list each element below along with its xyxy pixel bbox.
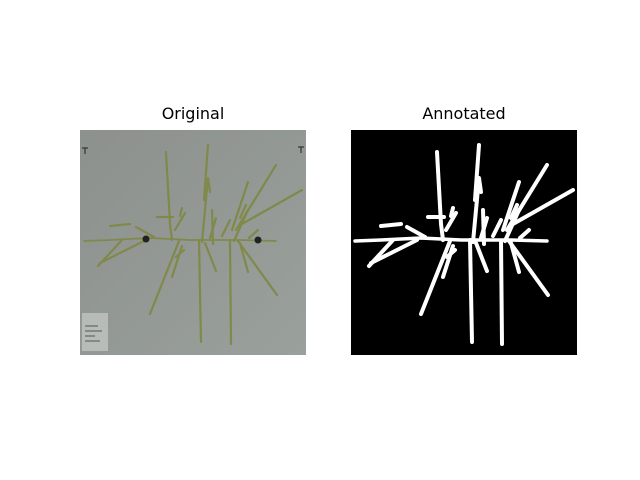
plant-branch <box>240 188 304 226</box>
plant-branch <box>379 222 403 228</box>
plant-branch <box>173 211 187 232</box>
plant-branch <box>405 225 427 239</box>
plant-branch <box>238 203 248 220</box>
plant-branch <box>197 238 203 344</box>
annotated-panel-title: Annotated <box>422 104 506 123</box>
corner-mark <box>82 147 88 154</box>
plant-branch <box>202 143 210 202</box>
plant-branch <box>419 239 452 316</box>
plant-branch <box>474 241 489 273</box>
annotated-image-panel <box>351 130 577 355</box>
plant-branch <box>473 143 481 202</box>
label-card-marks <box>85 325 102 342</box>
plant-branch <box>238 241 250 274</box>
plant-branch <box>468 238 474 344</box>
plant-branch <box>178 206 184 218</box>
plant-branch <box>471 176 483 244</box>
plant-branch <box>170 244 184 279</box>
plant-branch <box>518 228 531 240</box>
plant-branch <box>203 241 218 273</box>
plant-branch <box>445 248 457 259</box>
plant-branch <box>108 222 132 228</box>
plant-branch <box>481 208 486 246</box>
plant-branch <box>507 239 550 297</box>
corner-mark <box>298 146 304 153</box>
plant-branch <box>505 163 549 232</box>
plant-branch <box>509 241 521 274</box>
original-panel-title: Original <box>161 104 225 123</box>
plant-branch <box>511 188 575 226</box>
plant-branch <box>369 238 419 265</box>
plant-branch <box>220 218 232 238</box>
plant-branch <box>236 239 279 297</box>
label-card <box>82 313 108 351</box>
plant-branch <box>174 248 186 259</box>
plant-branch <box>210 208 215 246</box>
plant-branch <box>148 239 181 316</box>
plant-branch <box>509 203 519 220</box>
plant-branch <box>98 238 148 265</box>
plant-branch <box>491 218 503 238</box>
plant-branch <box>449 206 455 218</box>
plant-branch <box>435 150 445 242</box>
plant-mask-structure <box>353 143 575 346</box>
plant-branch <box>230 180 250 232</box>
node-marker <box>142 235 150 243</box>
plant-branch <box>499 239 504 346</box>
plant-branch <box>247 228 260 240</box>
plant-structure <box>83 143 304 346</box>
plant-branch <box>234 163 278 232</box>
original-plant-photo <box>80 130 306 355</box>
plant-branch <box>444 211 458 232</box>
plant-branch <box>200 176 212 244</box>
annotated-mask <box>351 130 577 355</box>
plant-branch <box>228 239 233 346</box>
node-marker <box>254 236 262 244</box>
plant-branch <box>134 225 156 239</box>
plant-branch <box>501 180 521 232</box>
photo-background <box>80 130 306 355</box>
plant-branch <box>164 150 174 242</box>
original-image-panel <box>80 130 306 355</box>
main-stem <box>83 237 277 242</box>
